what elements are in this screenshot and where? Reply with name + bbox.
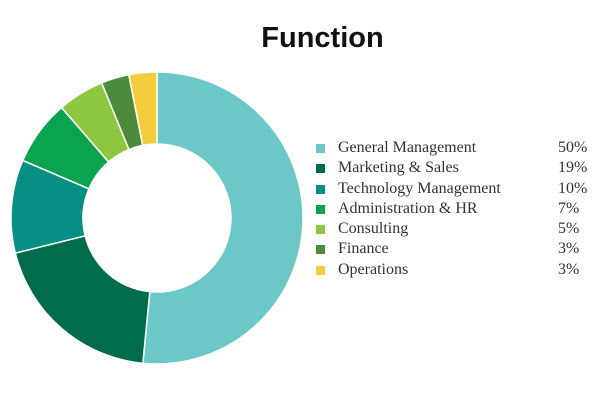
legend-label: General Management — [338, 139, 477, 156]
legend-value: 10% — [558, 179, 588, 197]
legend-label: Administration & HR — [338, 199, 478, 217]
legend-label: Consulting — [338, 220, 409, 238]
legend-item-operations: Operations 3% — [316, 260, 606, 280]
legend-item-consulting: Consulting 5% — [316, 219, 606, 239]
donut-slice-marketing-sales — [14, 234, 151, 365]
legend-swatch — [316, 184, 325, 194]
legend-value: 3% — [558, 240, 580, 258]
legend-label: Finance — [338, 240, 389, 258]
legend-label: Operations — [338, 260, 409, 278]
legend-item-general-management: General Management 50% — [316, 138, 606, 158]
legend-value: 5% — [558, 220, 580, 238]
legend-item-finance: Finance 3% — [316, 239, 606, 259]
legend-swatch — [316, 144, 325, 153]
donut-slice-operations — [127, 71, 158, 147]
legend-swatch — [316, 204, 325, 214]
legend-value: 3% — [558, 260, 580, 278]
chart-title: Function — [261, 22, 384, 54]
legend-label: Technology Management — [338, 179, 501, 197]
legend: General Management 50% Marketing & Sales 19… — [316, 138, 606, 280]
legend-item-marketing-sales: Marketing & Sales 19% — [316, 158, 606, 178]
donut-slice-general-management — [142, 71, 304, 365]
legend-swatch — [316, 265, 325, 275]
legend-swatch — [316, 245, 325, 255]
legend-item-technology-management: Technology Management 10% — [316, 179, 606, 199]
legend-label: Marketing & Sales — [338, 159, 459, 177]
legend-value: 19% — [558, 159, 588, 177]
legend-swatch — [316, 164, 325, 174]
legend-item-administration-hr: Administration & HR 7% — [316, 199, 606, 219]
legend-value: 7% — [558, 199, 580, 217]
legend-value: 50% — [558, 139, 588, 156]
legend-swatch — [316, 225, 325, 235]
